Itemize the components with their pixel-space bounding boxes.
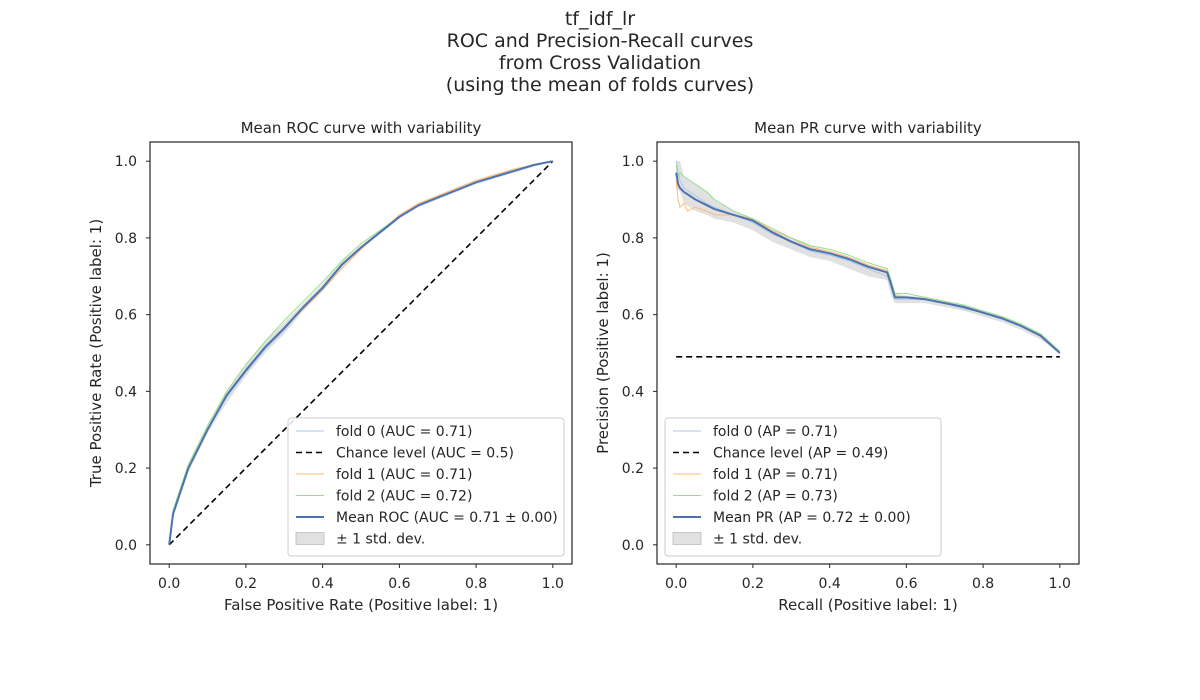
roc-xtick-label: 0.2 <box>235 576 257 592</box>
pr-legend-box <box>664 417 942 557</box>
pr-xtick-label: 0.0 <box>665 576 687 592</box>
roc-legend-label-3: fold 2 (AUC = 0.72) <box>336 489 472 505</box>
roc-series-line-4 <box>168 160 553 545</box>
pr-series-line-3 <box>675 164 1061 352</box>
roc-xlabel: False Positive Rate (Positive label: 1) <box>224 596 498 614</box>
pr-series-line-4 <box>675 172 1061 354</box>
roc-title: Mean ROC curve with variability <box>241 119 482 137</box>
pr-ytick-label: 0.0 <box>622 538 644 554</box>
pr-ytick-label: 0.2 <box>622 461 644 477</box>
roc-ytick-label: 0.0 <box>115 538 137 554</box>
pr-legend-label-2: fold 1 (AP = 0.71) <box>713 467 838 483</box>
roc-xtick-label: 0.0 <box>158 576 180 592</box>
pr-ylabel: Precision (Positive label: 1) <box>594 252 612 454</box>
pr-xtick-label: 1.0 <box>1049 576 1071 592</box>
roc-series-line-1 <box>168 160 554 546</box>
figure-title-line-4: (using the mean of folds curves) <box>445 74 755 96</box>
pr-legend-label-0: fold 0 (AP = 0.71) <box>713 424 838 440</box>
pr-legend-label-1: Chance level (AP = 0.49) <box>713 446 888 462</box>
roc-ytick-label: 0.8 <box>115 231 137 247</box>
roc-legend-box <box>287 417 565 557</box>
pr-xtick-label: 0.4 <box>819 576 841 592</box>
figure-title-line-2: ROC and Precision-Recall curves <box>446 30 754 52</box>
pr-legend: fold 0 (AP = 0.71) Chance level (AP = 0.4… <box>664 417 942 557</box>
pr-ytick-label: 1.0 <box>622 154 644 170</box>
roc-ytick-label: 0.2 <box>115 461 137 477</box>
roc-ytick-label: 0.4 <box>115 384 137 400</box>
pr-legend-label-3: fold 2 (AP = 0.73) <box>713 489 838 505</box>
roc-xtick-label: 1.0 <box>542 576 564 592</box>
figure-title-line-1: tf_idf_lr <box>564 8 636 30</box>
pr-legend-band-swatch <box>672 532 702 545</box>
pr-legend-label-4: Mean PR (AP = 0.72 ± 0.00) <box>713 510 911 526</box>
figure-title-line-3: from Cross Validation <box>498 52 702 74</box>
pr-legend-band-label: ± 1 std. dev. <box>713 532 802 548</box>
roc-legend-band-label: ± 1 std. dev. <box>336 532 425 548</box>
roc-panel: Mean ROC curve with variability 0.0 0.2 0.4… <box>87 119 573 614</box>
roc-legend-label-2: fold 1 (AUC = 0.71) <box>336 467 472 483</box>
roc-legend-label-1: Chance level (AUC = 0.5) <box>336 446 514 462</box>
pr-ytick-label: 0.6 <box>622 308 644 324</box>
roc-ytick-label: 1.0 <box>115 154 137 170</box>
pr-xtick-label: 0.8 <box>972 576 994 592</box>
pr-ytick-label: 0.4 <box>622 384 644 400</box>
roc-ylabel: True Positive Rate (Positive label: 1) <box>87 219 105 488</box>
pr-panel: Mean PR curve with variability 0.0 0.2 0.4 0… <box>594 119 1080 614</box>
roc-legend-band-swatch <box>295 532 325 545</box>
pr-title: Mean PR curve with variability <box>754 119 982 137</box>
figure-title: tf_idf_lr ROC and Precision-Recall curve… <box>0 8 1200 96</box>
pr-xtick-label: 0.6 <box>895 576 917 592</box>
pr-xlabel: Recall (Positive label: 1) <box>778 596 957 614</box>
roc-legend-label-0: fold 0 (AUC = 0.71) <box>336 424 472 440</box>
roc-ytick-label: 0.6 <box>115 308 137 324</box>
roc-xtick-label: 0.8 <box>465 576 487 592</box>
pr-xtick-label: 0.2 <box>742 576 764 592</box>
roc-legend: fold 0 (AUC = 0.71) Chance level (AUC = 0… <box>287 417 565 557</box>
pr-ytick-label: 0.8 <box>622 231 644 247</box>
roc-xtick-label: 0.6 <box>388 576 410 592</box>
roc-xtick-label: 0.4 <box>312 576 334 592</box>
roc-legend-label-4: Mean ROC (AUC = 0.71 ± 0.00) <box>336 510 558 526</box>
